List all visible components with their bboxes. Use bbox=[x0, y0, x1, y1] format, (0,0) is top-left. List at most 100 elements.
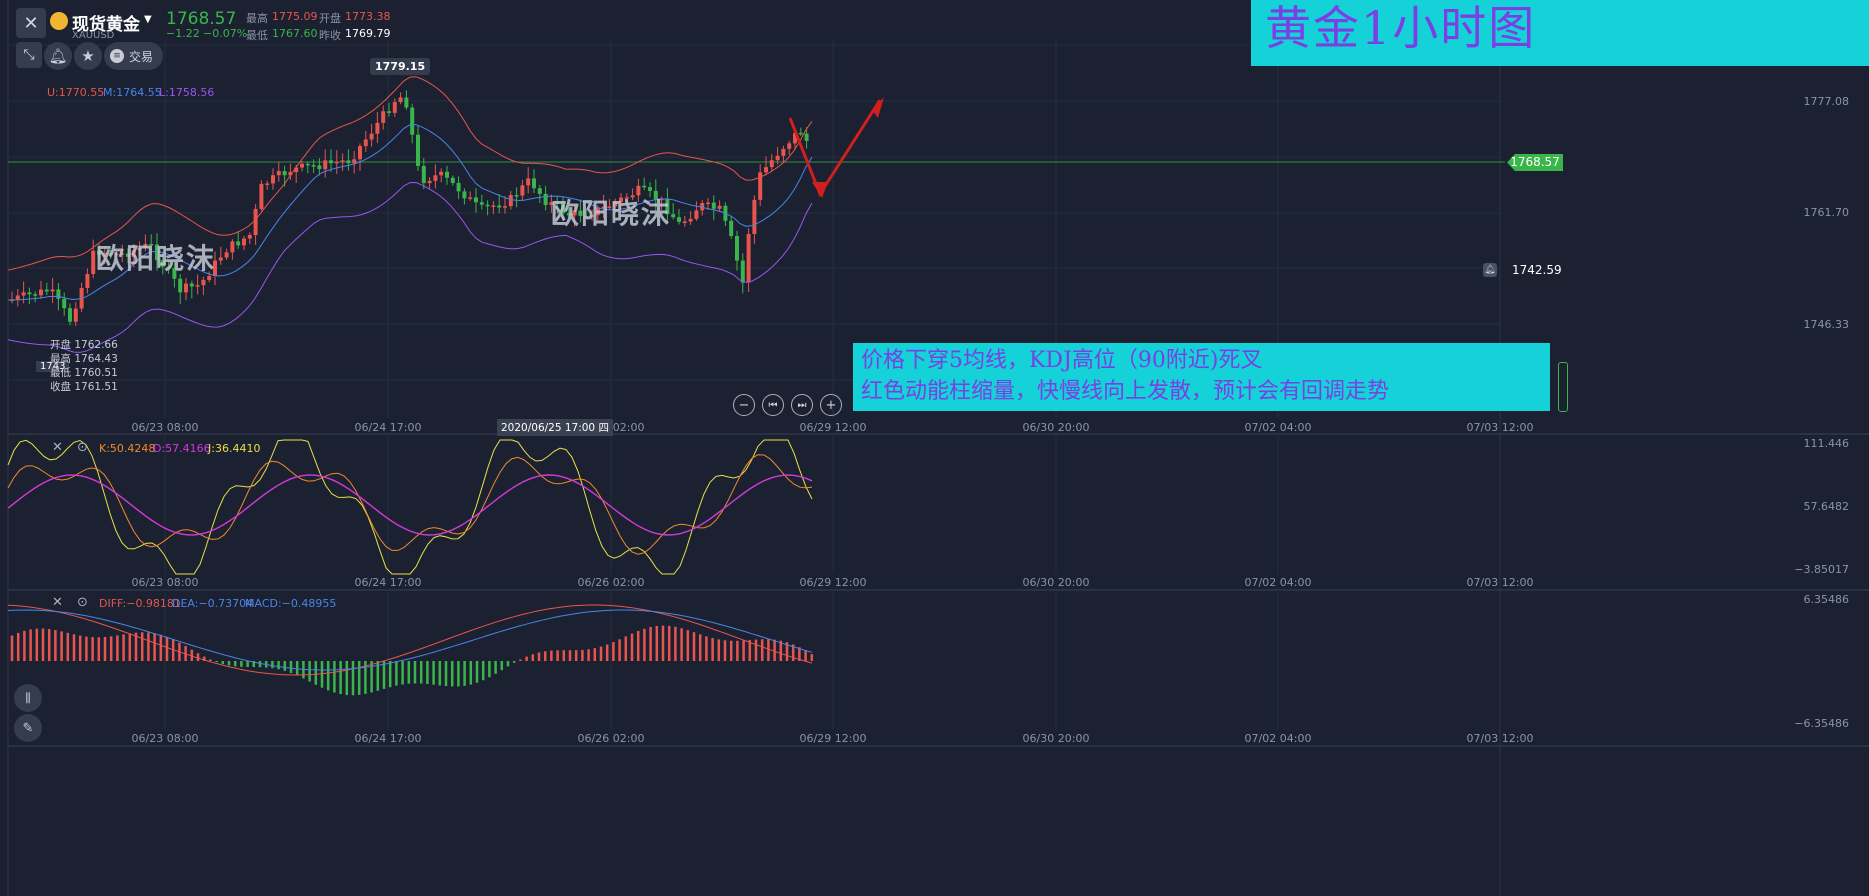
candle-body bbox=[329, 160, 333, 164]
alert-button[interactable]: 🔔︎ bbox=[44, 42, 72, 70]
trade-button[interactable]: ≡ 交易 bbox=[104, 42, 164, 70]
candle-body bbox=[201, 279, 206, 286]
macd-value: MACD:−0.48955 bbox=[245, 597, 337, 610]
candle-body bbox=[207, 276, 212, 280]
candle-body bbox=[590, 215, 594, 217]
macd-dea-line bbox=[7, 609, 813, 671]
favorite-button[interactable]: ★ bbox=[74, 42, 102, 70]
candle-body bbox=[33, 294, 38, 296]
candle-body bbox=[392, 102, 397, 113]
candle-body bbox=[543, 193, 548, 205]
settings-icon[interactable]: ⊙ bbox=[77, 440, 88, 455]
close-button[interactable]: ✕ bbox=[16, 8, 46, 38]
time-axis-label: 07/03 12:00 bbox=[1466, 732, 1534, 745]
candle-body bbox=[532, 178, 536, 189]
time-axis-label: 06/23 08:00 bbox=[131, 421, 199, 434]
candle-body bbox=[236, 241, 241, 246]
candle-body bbox=[462, 191, 467, 199]
candle-body bbox=[619, 197, 623, 203]
candle-body bbox=[427, 180, 432, 184]
candle-body bbox=[27, 292, 32, 295]
popup-high-label: 最高 bbox=[50, 353, 71, 365]
kdj-d: D:57.4166 bbox=[153, 442, 211, 455]
shrink-icon: ⤡ bbox=[23, 47, 35, 63]
candle-body bbox=[735, 235, 739, 261]
candle-body bbox=[91, 250, 96, 275]
analysis-annotation: 价格下穿5均线，KDJ高位（90附近)死叉 红色动能柱缩量，快慢线向上发散，预计… bbox=[853, 343, 1550, 411]
zoom-out-button[interactable]: − bbox=[733, 394, 755, 416]
bell-icon[interactable]: 🔔︎ bbox=[1483, 263, 1497, 277]
arrow-head bbox=[872, 97, 884, 118]
candle-body bbox=[601, 206, 606, 209]
kdj-axis-label: −3.85017 bbox=[1794, 563, 1849, 576]
candle-body bbox=[39, 289, 43, 296]
time-axis-label: 06/30 20:00 bbox=[1022, 576, 1090, 589]
jump-end-button[interactable]: ⏭ bbox=[791, 394, 813, 416]
candle-body bbox=[416, 134, 420, 166]
high-value: 1775.09 bbox=[272, 10, 318, 23]
candle-body bbox=[769, 160, 774, 168]
macd-axis-label: −6.35486 bbox=[1794, 717, 1849, 730]
popup-open-value: 1762.66 bbox=[74, 339, 118, 351]
candle-body bbox=[613, 202, 618, 207]
candle-body bbox=[15, 295, 20, 300]
low-value: 1767.60 bbox=[272, 27, 318, 40]
candle-body bbox=[149, 243, 154, 246]
close-icon[interactable]: ✕ bbox=[52, 595, 63, 610]
candle-body bbox=[764, 167, 768, 173]
low-label: 最低 bbox=[246, 29, 268, 42]
symbol-name[interactable]: 现货黄金 bbox=[72, 15, 140, 35]
pencil-icon: ✎ bbox=[22, 720, 34, 736]
candle-body bbox=[369, 133, 374, 140]
candle-body bbox=[102, 252, 107, 255]
last-price: 1768.57 bbox=[166, 9, 237, 29]
kdj-k-line bbox=[7, 454, 813, 555]
candle-body bbox=[793, 132, 797, 144]
candle-body bbox=[752, 199, 757, 234]
candle-body bbox=[259, 183, 264, 209]
annotation-line-1: 价格下穿5均线，KDJ高位（90附近)死叉 bbox=[861, 348, 1263, 373]
candle-body bbox=[271, 175, 275, 184]
resize-button[interactable]: ⤡ bbox=[16, 42, 42, 68]
close-icon[interactable]: ✕ bbox=[52, 440, 63, 455]
candle-body bbox=[276, 171, 281, 176]
candle-body bbox=[508, 195, 513, 207]
scroll-handle[interactable] bbox=[1558, 362, 1568, 412]
skip-back-icon: ⏮ bbox=[768, 399, 778, 411]
kdj-d-line bbox=[7, 474, 813, 536]
chevron-down-icon[interactable]: ▼ bbox=[144, 14, 152, 25]
candle-body bbox=[184, 283, 188, 293]
candle-body bbox=[282, 171, 287, 176]
candle-body bbox=[566, 213, 571, 216]
star-icon: ★ bbox=[81, 47, 95, 65]
indicator-button[interactable]: ⫼ bbox=[14, 684, 42, 712]
skip-forward-icon: ⏭ bbox=[797, 399, 807, 411]
zoom-in-button[interactable]: + bbox=[820, 394, 842, 416]
peak-price-tag: 1779.15 bbox=[370, 58, 431, 75]
candle-body bbox=[381, 111, 386, 123]
kdj-k: K:50.4248 bbox=[99, 442, 156, 455]
popup-low-label: 最低 bbox=[50, 367, 71, 379]
candle-body bbox=[485, 204, 490, 207]
candle-body bbox=[468, 197, 473, 199]
title-banner: 黄金1小时图 bbox=[1251, 0, 1869, 66]
candle-body bbox=[340, 160, 345, 162]
candle-body bbox=[497, 205, 502, 208]
watermark: 欧阳晓沫 bbox=[96, 242, 217, 275]
candle-body bbox=[120, 253, 125, 255]
candle-body bbox=[537, 188, 542, 194]
time-axis-label: 06/23 08:00 bbox=[131, 576, 199, 589]
trade-label: 交易 bbox=[129, 49, 154, 64]
time-axis-label: 07/02 04:00 bbox=[1244, 421, 1312, 434]
minus-icon: − bbox=[738, 397, 750, 413]
draw-button[interactable]: ✎ bbox=[14, 714, 42, 742]
boll-middle: M:1764.55 bbox=[103, 86, 162, 99]
settings-icon[interactable]: ⊙ bbox=[77, 595, 88, 610]
candle-body bbox=[114, 253, 119, 256]
time-axis-label: 06/29 12:00 bbox=[799, 732, 867, 745]
jump-start-button[interactable]: ⏮ bbox=[762, 394, 784, 416]
candle-body bbox=[578, 210, 583, 216]
candle-body bbox=[456, 182, 461, 192]
annotation-line-2: 红色动能柱缩量，快慢线向上发散，预计会有回调走势 bbox=[861, 379, 1390, 404]
